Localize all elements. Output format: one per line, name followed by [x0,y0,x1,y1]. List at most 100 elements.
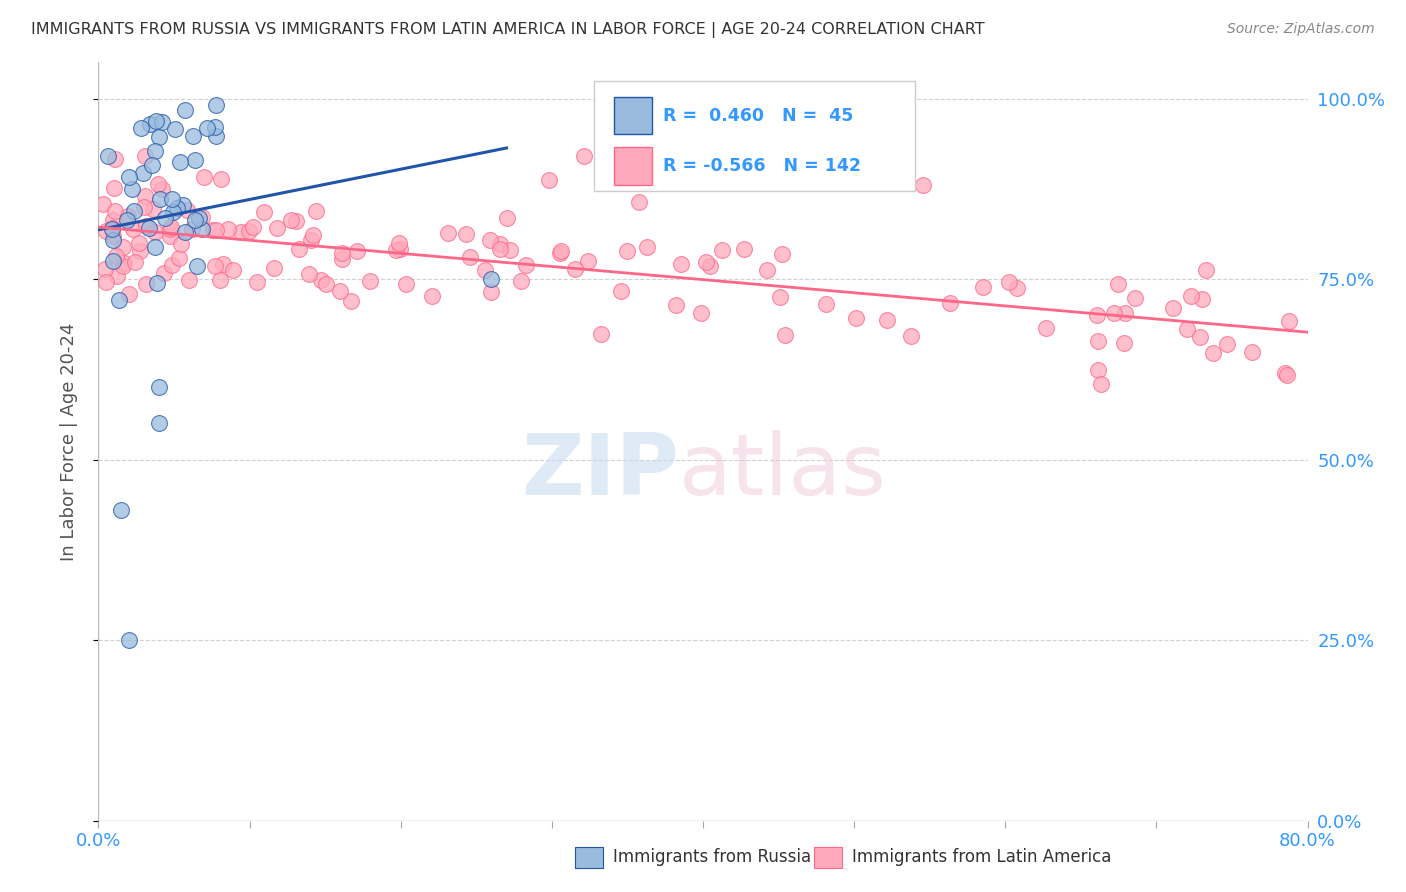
Point [815,296,838,310]
Point [479,285,502,300]
Point [773,327,796,342]
Point [509,274,531,288]
Point [108,293,131,308]
Text: IMMIGRANTS FROM RUSSIA VS IMMIGRANTS FROM LATIN AMERICA IN LABOR FORCE | AGE 20-: IMMIGRANTS FROM RUSSIA VS IMMIGRANTS FRO… [31,22,984,38]
Point [209,172,232,186]
Point [515,258,537,272]
Point [124,204,146,219]
Point [756,263,779,277]
Point [1191,292,1213,306]
Point [138,221,160,235]
Point [1274,366,1296,380]
Point [246,275,269,289]
Point [110,503,132,517]
Point [134,219,156,233]
Point [479,234,502,248]
Point [177,273,200,287]
Point [770,247,793,261]
Point [550,244,572,259]
Point [1035,321,1057,335]
Y-axis label: In Labor Force | Age 20-24: In Labor Force | Age 20-24 [59,322,77,561]
Point [167,251,190,265]
Point [204,120,226,134]
Point [166,201,188,215]
Point [188,211,211,225]
Point [170,237,193,252]
Point [238,224,260,238]
Point [616,244,638,259]
Point [132,165,155,179]
Point [181,129,204,144]
Point [288,242,311,256]
Point [181,222,204,236]
Point [101,233,124,247]
Point [489,242,512,256]
FancyBboxPatch shape [814,847,842,868]
Point [710,243,733,257]
Point [118,633,141,648]
Point [202,222,225,236]
Point [117,209,139,223]
Text: R = -0.566   N = 142: R = -0.566 N = 142 [664,157,860,176]
Point [117,169,139,184]
Point [1278,314,1301,328]
Point [143,144,166,158]
Point [174,225,197,239]
Point [496,211,519,225]
Point [359,274,381,288]
Point [1195,262,1218,277]
Point [205,223,228,237]
Point [1216,337,1239,351]
Text: Source: ZipAtlas.com: Source: ZipAtlas.com [1227,22,1375,37]
Point [1104,306,1126,320]
Point [104,204,127,219]
Point [395,277,418,291]
Point [134,189,156,203]
Point [845,310,868,325]
Point [193,169,215,184]
Point [1277,368,1299,383]
FancyBboxPatch shape [613,96,652,135]
Point [217,222,239,236]
Point [699,260,721,274]
Point [121,221,143,235]
Point [97,149,120,163]
Point [204,98,226,112]
Point [212,257,235,271]
Point [103,181,125,195]
Point [1175,322,1198,336]
Point [153,211,176,226]
Point [146,276,169,290]
Point [242,220,264,235]
Point [437,226,460,240]
Point [280,213,302,227]
Point [222,262,245,277]
Point [939,296,962,310]
Point [266,220,288,235]
Point [174,103,197,117]
Point [301,233,323,247]
Point [972,279,994,293]
Point [346,244,368,259]
Point [141,158,163,172]
Point [1090,376,1112,391]
Point [1123,292,1146,306]
Point [489,237,512,252]
Point [143,225,166,239]
Point [139,117,162,131]
Point [665,298,688,312]
Point [134,200,156,214]
Point [104,249,127,263]
Point [388,235,411,250]
Point [115,213,138,227]
Point [160,219,183,234]
Point [142,202,165,217]
Point [1112,336,1135,351]
Point [309,273,332,287]
FancyBboxPatch shape [613,147,652,186]
Point [121,182,143,196]
Point [1202,346,1225,360]
Point [101,213,124,227]
Point [481,272,503,286]
Point [298,267,321,281]
